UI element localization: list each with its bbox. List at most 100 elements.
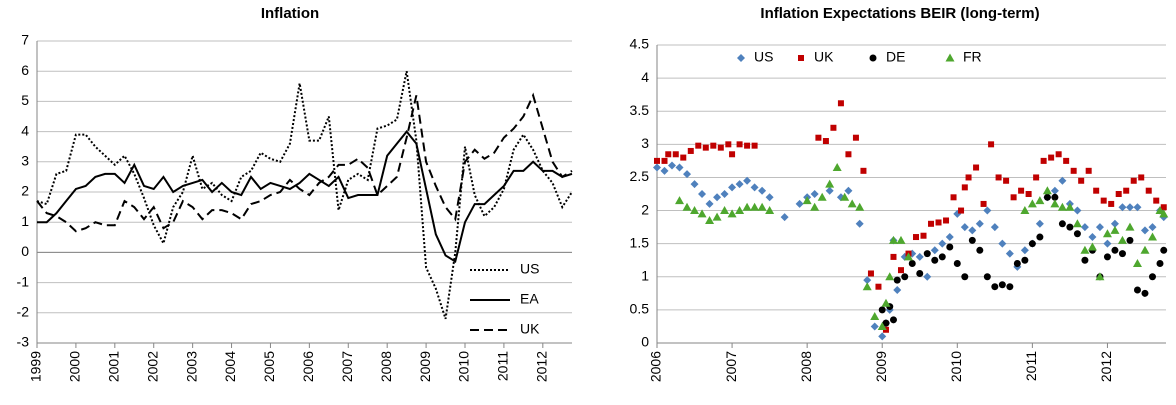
marker bbox=[893, 286, 902, 295]
marker bbox=[1057, 202, 1067, 211]
x-tick-label: 2002 bbox=[144, 351, 160, 382]
y-tick-label: 2 bbox=[21, 183, 29, 199]
marker bbox=[698, 190, 707, 198]
marker bbox=[1111, 246, 1119, 254]
x-tick-label: 2001 bbox=[106, 351, 122, 382]
marker bbox=[817, 192, 827, 201]
marker bbox=[889, 316, 897, 324]
x-tick-label: 2007 bbox=[339, 351, 355, 382]
marker bbox=[725, 141, 732, 148]
marker bbox=[1078, 177, 1085, 184]
legend-marker bbox=[798, 55, 804, 61]
marker bbox=[855, 219, 864, 228]
marker bbox=[758, 186, 767, 195]
marker bbox=[897, 267, 904, 274]
marker bbox=[832, 163, 842, 172]
marker bbox=[1085, 167, 1092, 174]
chart-title: Inflation Expectations BEIR (long-term) bbox=[760, 5, 1039, 22]
marker bbox=[946, 243, 954, 251]
marker bbox=[855, 202, 865, 211]
marker bbox=[720, 190, 729, 198]
marker bbox=[968, 226, 977, 235]
marker bbox=[867, 270, 874, 277]
marker bbox=[931, 256, 939, 264]
marker bbox=[757, 202, 767, 211]
marker bbox=[1108, 200, 1115, 207]
marker bbox=[802, 196, 812, 205]
marker bbox=[844, 186, 853, 195]
marker bbox=[1145, 187, 1152, 194]
marker bbox=[1140, 245, 1150, 254]
marker bbox=[822, 138, 829, 145]
marker bbox=[702, 144, 709, 151]
marker bbox=[1140, 226, 1149, 235]
marker bbox=[915, 252, 924, 261]
marker bbox=[1070, 167, 1077, 174]
marker bbox=[742, 202, 752, 211]
marker bbox=[1006, 283, 1014, 291]
marker bbox=[845, 151, 852, 158]
marker bbox=[960, 223, 969, 232]
marker bbox=[916, 269, 924, 277]
y-tick-label: 5 bbox=[21, 92, 29, 108]
marker bbox=[1028, 240, 1036, 248]
marker bbox=[1093, 187, 1100, 194]
x-tick-label: 2012 bbox=[1098, 351, 1114, 382]
y-tick-label: 0 bbox=[21, 243, 29, 259]
x-tick-label: 2011 bbox=[1023, 351, 1039, 381]
marker bbox=[863, 276, 872, 285]
marker bbox=[995, 174, 1002, 181]
marker bbox=[1141, 289, 1149, 297]
marker bbox=[665, 151, 672, 158]
series-line bbox=[37, 130, 573, 264]
marker bbox=[1013, 260, 1021, 268]
marker bbox=[903, 252, 913, 261]
chart-title: Inflation bbox=[261, 5, 319, 22]
marker bbox=[695, 142, 702, 149]
series-line bbox=[36, 92, 573, 233]
x-tick-label: 2012 bbox=[534, 351, 550, 382]
y-tick-label: -1 bbox=[17, 273, 30, 289]
marker bbox=[885, 272, 895, 281]
marker bbox=[1073, 230, 1081, 238]
marker bbox=[1073, 206, 1082, 215]
marker bbox=[1051, 193, 1059, 201]
marker bbox=[847, 199, 857, 208]
y-tick-label: 1 bbox=[21, 213, 29, 229]
y-tick-label: -3 bbox=[17, 334, 30, 350]
marker bbox=[1005, 249, 1014, 258]
marker bbox=[1125, 203, 1134, 212]
marker bbox=[1138, 174, 1145, 181]
marker bbox=[943, 217, 950, 224]
marker bbox=[961, 273, 969, 281]
marker bbox=[875, 283, 882, 290]
x-tick-label: 2000 bbox=[67, 351, 83, 382]
marker bbox=[1080, 223, 1089, 232]
marker bbox=[991, 283, 999, 291]
marker bbox=[968, 236, 976, 244]
marker bbox=[1117, 235, 1127, 244]
marker bbox=[901, 273, 909, 281]
legend-label: DE bbox=[886, 49, 905, 65]
marker bbox=[697, 209, 707, 218]
marker bbox=[1153, 197, 1160, 204]
marker bbox=[913, 234, 920, 241]
marker bbox=[690, 206, 700, 215]
marker bbox=[1095, 272, 1105, 281]
marker bbox=[1058, 176, 1067, 185]
marker bbox=[825, 186, 834, 195]
marker bbox=[878, 332, 887, 341]
y-tick-label: 2 bbox=[641, 201, 649, 217]
marker bbox=[965, 174, 972, 181]
marker bbox=[935, 219, 942, 226]
marker bbox=[837, 100, 844, 107]
marker bbox=[735, 206, 745, 215]
marker bbox=[976, 246, 984, 254]
marker bbox=[1110, 219, 1119, 228]
marker bbox=[825, 179, 835, 188]
y-tick-label: 1.5 bbox=[630, 234, 650, 250]
marker bbox=[980, 200, 987, 207]
marker bbox=[1042, 186, 1052, 195]
marker bbox=[1058, 220, 1066, 228]
